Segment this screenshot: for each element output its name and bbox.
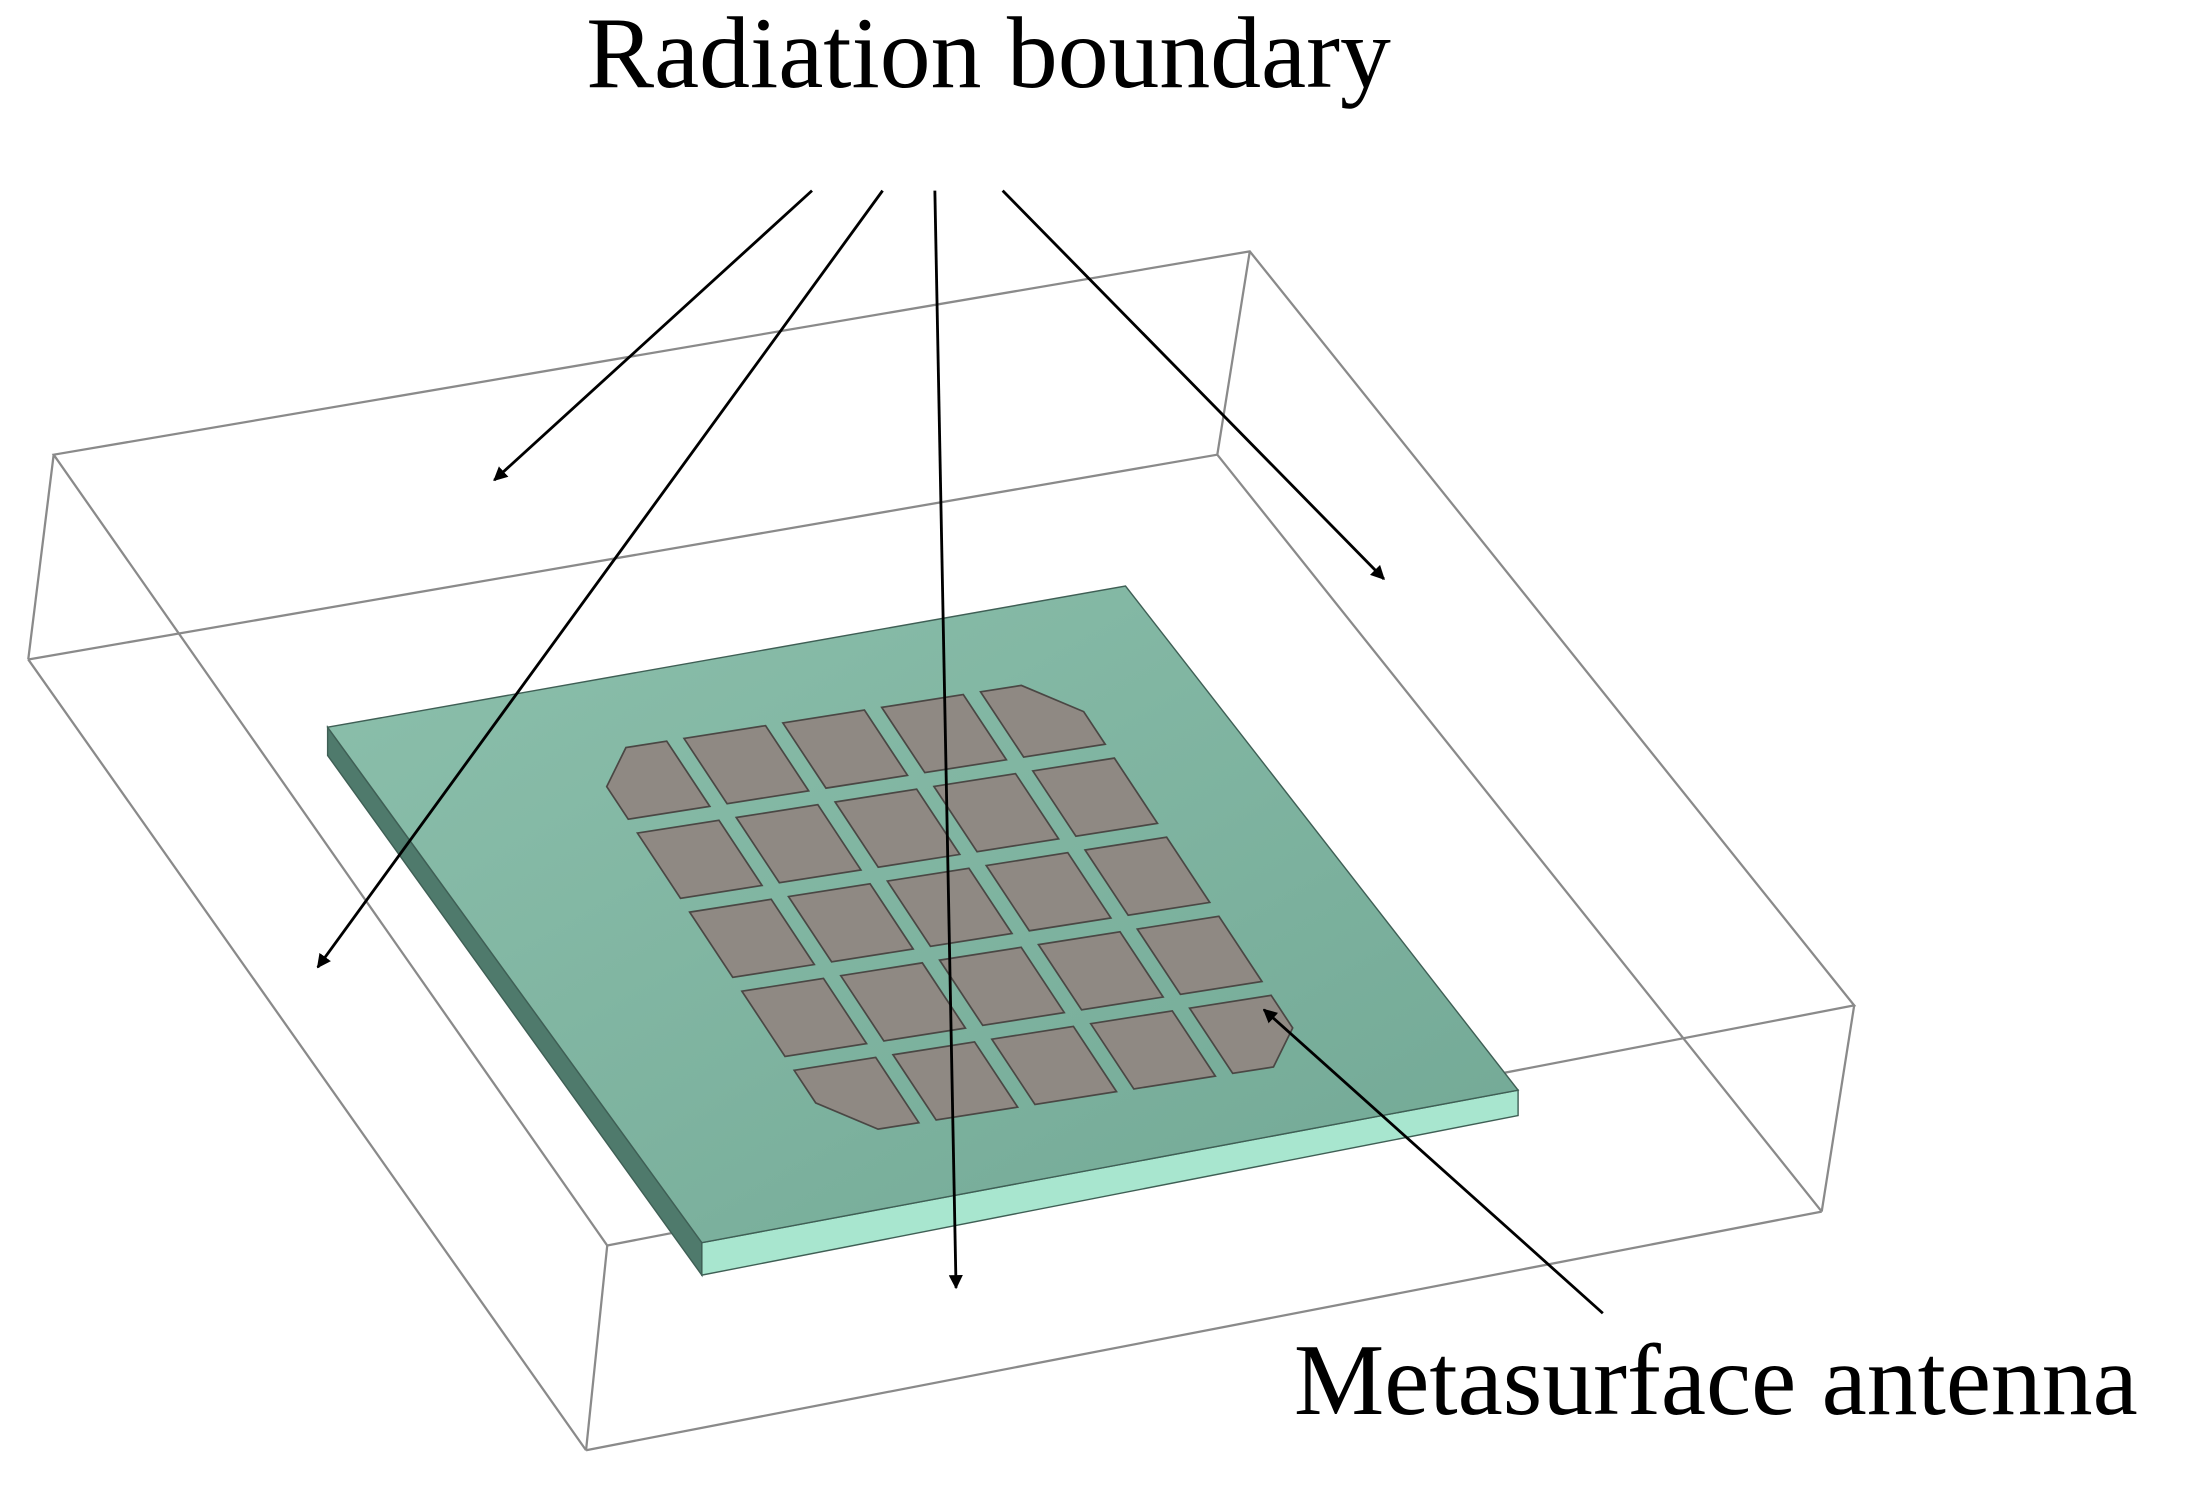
box-edge (584, 1245, 609, 1451)
patch (605, 740, 712, 821)
patch (938, 946, 1066, 1027)
box-edge (27, 454, 55, 660)
patch (740, 977, 868, 1058)
patch (682, 724, 811, 805)
arrows (316, 189, 1604, 1315)
box-edge (27, 658, 587, 1451)
patch (833, 788, 962, 869)
patch (984, 851, 1113, 932)
label-radiation-boundary: Radiation boundary (586, 0, 1391, 109)
patch (932, 772, 1061, 853)
patch (1037, 930, 1165, 1011)
patch (1135, 915, 1264, 996)
patch (792, 1056, 921, 1130)
patch (781, 709, 909, 790)
box-edge (1216, 251, 1251, 455)
arrow (493, 189, 813, 482)
patch-array (605, 684, 1294, 1130)
radiation-box (27, 250, 1857, 1452)
box-edge (1820, 1005, 1856, 1212)
patch (734, 803, 863, 884)
arrow (1001, 189, 1385, 580)
patch (891, 1041, 1020, 1121)
patch (1083, 836, 1212, 917)
arrow (316, 189, 884, 969)
patch (1089, 1009, 1217, 1090)
arrow (1262, 1008, 1604, 1315)
patch (635, 819, 764, 900)
patch (979, 684, 1107, 759)
patch (787, 882, 915, 963)
box-edge (585, 1210, 1822, 1452)
label-metasurface-antenna: Metasurface antenna (1294, 1323, 2138, 1436)
patch (688, 898, 816, 979)
patch (1031, 757, 1159, 838)
patch (839, 961, 967, 1042)
patch (990, 1025, 1118, 1106)
arrow (933, 190, 963, 1290)
